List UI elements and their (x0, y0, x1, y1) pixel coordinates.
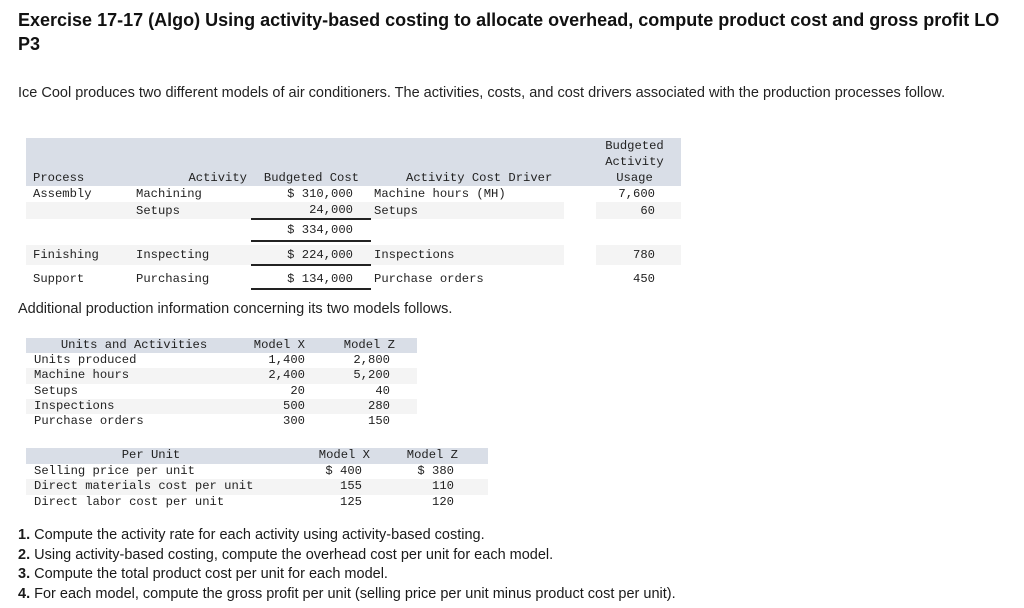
model-z-value: 2,800 (353, 353, 390, 368)
table-header-row: Per Unit Model X Model Z (26, 448, 488, 464)
table-row: Finishing Inspecting $ 224,000 Inspectio… (26, 245, 681, 266)
driver-cell: Purchase orders (374, 272, 484, 286)
header-usage: Usage (616, 171, 653, 185)
row-label: Direct labor cost per unit (34, 494, 225, 509)
process-cell (26, 202, 136, 219)
units-activities-table: Units and Activities Model X Model Z Uni… (26, 338, 417, 429)
table-row: Units produced 1,400 2,800 (26, 353, 417, 368)
row-label: Machine hours (34, 368, 130, 383)
table-row: Direct labor cost per unit 125 120 (26, 495, 488, 511)
header-model-x: Model X (318, 448, 370, 462)
question-item: 3. Compute the total product cost per un… (18, 565, 676, 585)
model-x-value: 125 (340, 494, 362, 509)
model-z-value: 120 (432, 494, 454, 509)
table-row: Assembly Machining $ 310,000 Machine hou… (26, 186, 681, 202)
question-number: 3. (18, 566, 31, 582)
header-budgeted-cost: Budgeted Cost (263, 171, 359, 185)
header-activity: Activity (188, 171, 247, 185)
usage-cell (596, 219, 681, 241)
activity-cell: Inspecting (136, 248, 210, 262)
usage-cell: 780 (633, 248, 655, 262)
header-model-z: Model Z (406, 448, 458, 462)
model-z-value: 150 (368, 414, 390, 429)
driver-cell (406, 219, 596, 241)
usage-cell: 7,600 (618, 187, 655, 201)
model-z-value: 40 (375, 383, 390, 398)
row-label: Purchase orders (34, 414, 144, 429)
row-label: Inspections (34, 398, 115, 413)
header-process: Process (33, 171, 85, 185)
table-header-row: Budgeted (26, 138, 681, 154)
header-model-z: Model Z (343, 338, 395, 352)
activity-cell: Purchasing (136, 272, 210, 286)
model-z-value: $ 380 (417, 463, 454, 478)
question-list: 1. Compute the activity rate for each ac… (18, 526, 676, 604)
table-header-row: Process Activity Budgeted Cost Activity … (26, 170, 681, 186)
table-row: Purchase orders 300 150 (26, 414, 417, 429)
model-x-value: $ 400 (325, 463, 362, 478)
cost-cell: 24,000 (251, 202, 371, 220)
table-row: $ 334,000 (26, 219, 681, 242)
activity-cell (136, 219, 251, 241)
row-label: Direct materials cost per unit (34, 479, 254, 493)
table-row: Selling price per unit $ 400 $ 380 (26, 464, 488, 480)
per-unit-table: Per Unit Model X Model Z Selling price p… (26, 448, 488, 510)
process-cell: Support (33, 272, 85, 286)
table-row: Setups 24,000 Setups 60 (26, 202, 681, 220)
row-label: Setups (34, 383, 78, 398)
cost-cell: $ 134,000 (251, 269, 371, 290)
table-row: Support Purchasing $ 134,000 Purchase or… (26, 269, 681, 290)
activity-cost-table: Budgeted Activity Process Activity Budge… (26, 138, 681, 290)
activity-cell: Setups (136, 203, 180, 218)
table-row: Machine hours 2,400 5,200 (26, 368, 417, 384)
subtotal-cell: $ 334,000 (251, 219, 371, 242)
header-per-unit: Per Unit (121, 448, 181, 462)
row-label: Units produced (34, 353, 137, 368)
model-z-value: 280 (368, 398, 390, 413)
usage-cell: 450 (633, 272, 655, 286)
question-text: Compute the total product cost per unit … (30, 566, 388, 582)
model-x-value: 20 (290, 383, 305, 398)
process-cell (26, 219, 136, 241)
usage-cell: 60 (640, 203, 655, 218)
activity-cell: Machining (136, 187, 202, 201)
model-z-value: 110 (432, 479, 454, 493)
question-item: 4. For each model, compute the gross pro… (18, 585, 676, 605)
question-number: 2. (18, 546, 31, 563)
driver-cell: Setups (374, 203, 418, 218)
intro-paragraph: Ice Cool produces two different models o… (18, 85, 946, 101)
model-x-value: 1,400 (268, 353, 305, 368)
table-row: Direct materials cost per unit 155 110 (26, 479, 488, 495)
question-number: 1. (18, 527, 31, 543)
model-x-value: 300 (283, 414, 305, 429)
question-text: Using activity-based costing, compute th… (30, 546, 554, 563)
question-text: For each model, compute the gross profit… (30, 585, 676, 602)
table-row: Inspections 500 280 (26, 398, 417, 415)
model-z-value: 5,200 (353, 368, 390, 383)
model-x-value: 500 (283, 398, 305, 413)
question-number: 4. (18, 585, 31, 602)
table-header-row: Activity (26, 154, 681, 170)
header-usage: Budgeted (605, 139, 664, 153)
cost-cell: $ 224,000 (251, 245, 371, 266)
table-header-row: Units and Activities Model X Model Z (26, 338, 417, 354)
additional-info-text: Additional production information concer… (18, 301, 453, 317)
cost-cell: $ 310,000 (287, 187, 353, 201)
header-driver: Activity Cost Driver (406, 171, 553, 185)
model-x-value: 155 (340, 479, 362, 493)
header-usage: Activity (605, 155, 664, 169)
driver-cell: Machine hours (MH) (374, 187, 506, 201)
question-item: 2. Using activity-based costing, compute… (18, 546, 676, 566)
question-item: 1. Compute the activity rate for each ac… (18, 526, 676, 546)
model-x-value: 2,400 (268, 368, 305, 383)
driver-cell: Inspections (374, 248, 455, 262)
page-title: Exercise 17-17 (Algo) Using activity-bas… (18, 10, 1000, 54)
row-label: Selling price per unit (34, 463, 195, 478)
header-model-x: Model X (253, 338, 305, 352)
question-text: Compute the activity rate for each activ… (30, 527, 485, 543)
table-row: Setups 20 40 (26, 384, 417, 399)
process-cell: Assembly (33, 187, 92, 201)
process-cell: Finishing (33, 248, 99, 262)
header-units-activities: Units and Activities (60, 338, 208, 352)
